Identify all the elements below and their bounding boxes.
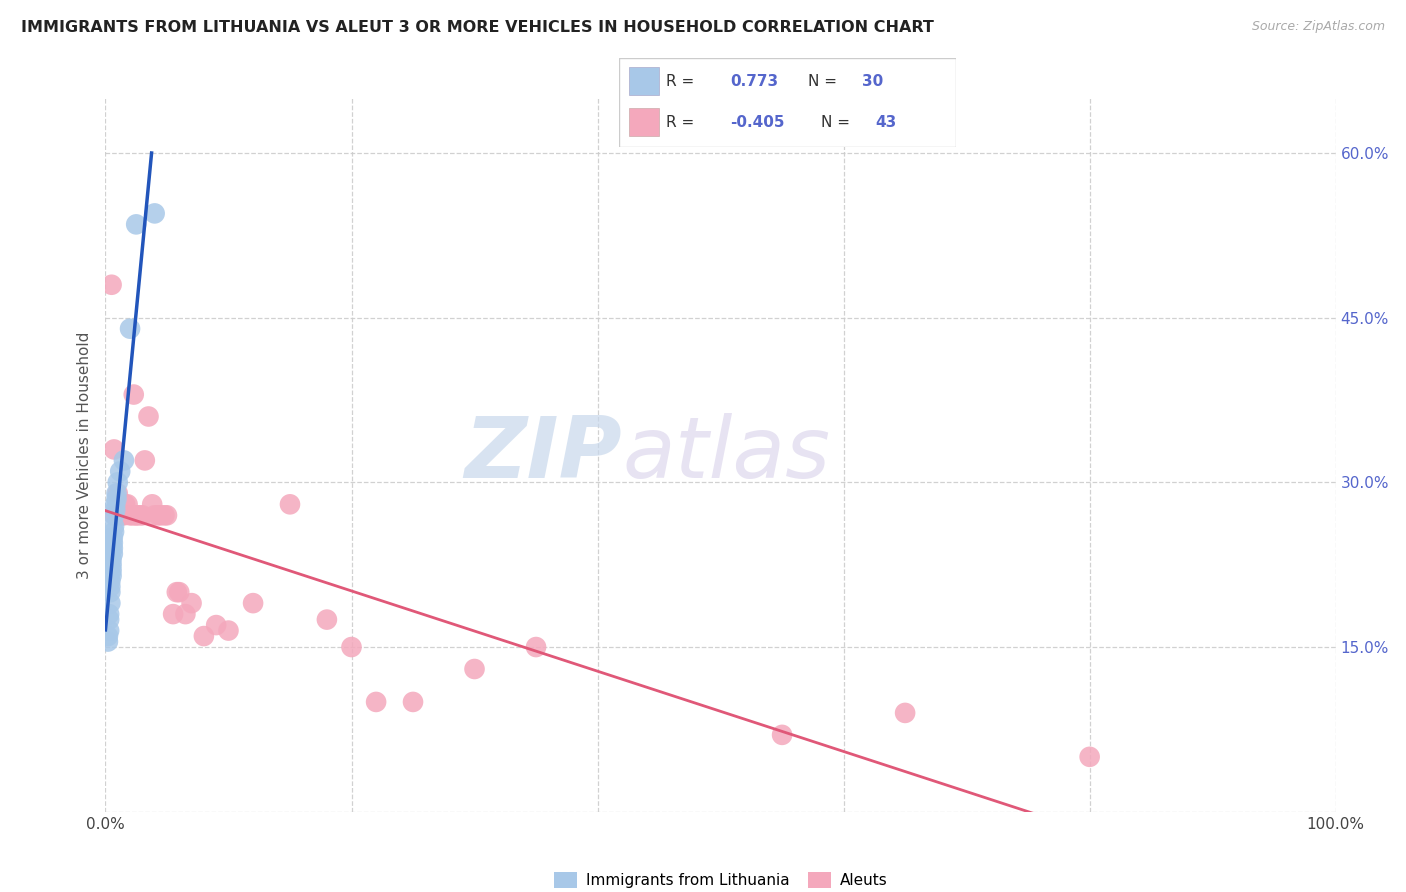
Point [103, 524, 125, 539]
Point [100, 563, 122, 577]
Point [122, 387, 145, 401]
Point [100, 277, 122, 292]
Point [101, 547, 124, 561]
Point [464, 662, 486, 676]
Text: R =: R = [666, 74, 699, 88]
Point [120, 321, 141, 335]
Point [153, 508, 176, 523]
Point [110, 508, 132, 523]
Point [205, 618, 228, 632]
Point [107, 475, 129, 490]
Point [107, 486, 129, 500]
Point [110, 464, 132, 478]
Point [366, 695, 388, 709]
Point [105, 491, 128, 506]
Point [104, 503, 127, 517]
Point [110, 508, 132, 523]
Point [98, 574, 122, 589]
Bar [628, 67, 659, 95]
Point [770, 728, 793, 742]
Point [125, 218, 148, 232]
Point [121, 508, 143, 523]
Point [114, 497, 136, 511]
Point [105, 486, 128, 500]
Text: 0.773: 0.773 [730, 74, 778, 88]
Point [524, 640, 547, 654]
Point [117, 497, 139, 511]
Point [218, 624, 240, 638]
Point [98, 624, 121, 638]
Text: R =: R = [666, 115, 699, 129]
Point [148, 508, 170, 523]
Point [98, 613, 121, 627]
Point [100, 552, 122, 566]
Point [103, 442, 125, 457]
Bar [628, 108, 659, 136]
Y-axis label: 3 or more Vehicles in Household: 3 or more Vehicles in Household [77, 331, 93, 579]
Point [134, 453, 156, 467]
Text: 30: 30 [862, 74, 883, 88]
Point [98, 580, 122, 594]
Point [1078, 749, 1101, 764]
Point [112, 508, 135, 523]
Point [149, 508, 172, 523]
Point [242, 596, 264, 610]
Text: ZIP: ZIP [464, 413, 621, 497]
Point [174, 607, 197, 621]
Point [104, 497, 127, 511]
Point [97, 634, 120, 648]
Point [402, 695, 425, 709]
Point [103, 519, 125, 533]
Point [129, 508, 152, 523]
Point [180, 596, 202, 610]
Point [101, 535, 124, 549]
Text: N =: N = [807, 74, 841, 88]
Point [143, 508, 166, 523]
Point [169, 585, 191, 599]
Point [141, 497, 163, 511]
Text: IMMIGRANTS FROM LITHUANIA VS ALEUT 3 OR MORE VEHICLES IN HOUSEHOLD CORRELATION C: IMMIGRANTS FROM LITHUANIA VS ALEUT 3 OR … [21, 20, 934, 35]
Point [166, 585, 188, 599]
Point [104, 508, 127, 523]
Point [315, 613, 337, 627]
Point [143, 206, 166, 220]
Point [138, 409, 160, 424]
Point [278, 497, 301, 511]
Point [156, 508, 179, 523]
Point [120, 508, 141, 523]
Point [100, 558, 122, 572]
Point [98, 607, 121, 621]
Text: atlas: atlas [621, 413, 830, 497]
Point [193, 629, 215, 643]
Point [98, 585, 122, 599]
Text: 43: 43 [875, 115, 897, 129]
Point [340, 640, 363, 654]
Point [125, 508, 148, 523]
Point [125, 508, 148, 523]
Point [112, 453, 135, 467]
Point [97, 629, 120, 643]
Point [101, 541, 124, 556]
Point [131, 508, 153, 523]
Text: Source: ZipAtlas.com: Source: ZipAtlas.com [1251, 20, 1385, 33]
Point [98, 596, 122, 610]
Point [103, 508, 125, 523]
Text: -0.405: -0.405 [730, 115, 785, 129]
Legend: Immigrants from Lithuania, Aleuts: Immigrants from Lithuania, Aleuts [547, 866, 894, 892]
Text: N =: N = [821, 115, 855, 129]
Point [101, 530, 124, 544]
Point [100, 568, 122, 582]
Point [162, 607, 184, 621]
Point [894, 706, 917, 720]
